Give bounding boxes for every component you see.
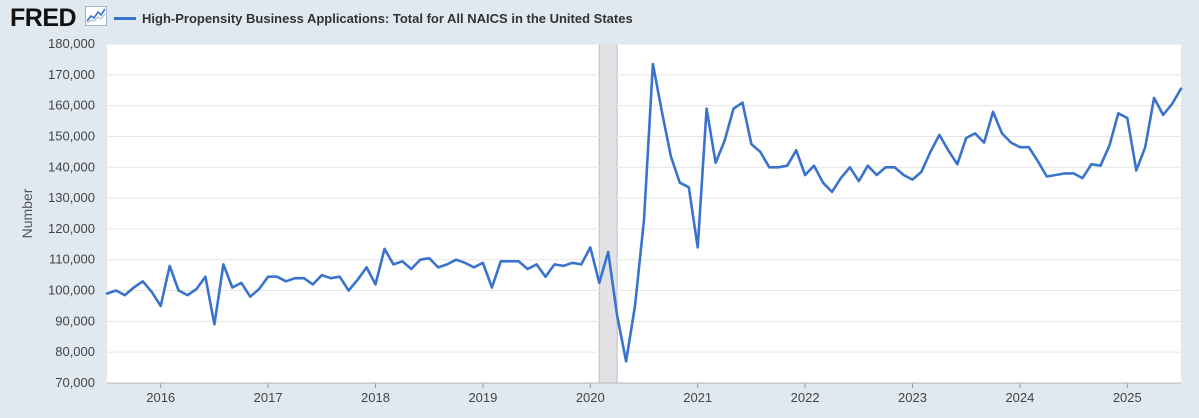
y-tick-label: 160,000 [48,98,95,113]
y-tick-label: 130,000 [48,190,95,205]
y-tick-label: 100,000 [48,283,95,298]
y-tick-label: 150,000 [48,128,95,143]
line-chart-icon [85,6,107,26]
y-tick-label: 110,000 [49,252,95,267]
legend-swatch [114,16,136,20]
x-tick-label: 2019 [468,390,497,405]
y-tick-label: 90,000 [55,313,95,328]
legend-series-label: High-Propensity Business Applications: T… [142,10,633,26]
x-tick-label: 2016 [146,390,175,405]
y-tick-label: 70,000 [55,375,95,390]
x-tick-label: 2022 [791,390,820,405]
chart-legend[interactable]: High-Propensity Business Applications: T… [114,9,633,27]
x-tick-label: 2020 [576,390,605,405]
x-tick-label: 2025 [1113,390,1142,405]
x-tick-label: 2021 [683,390,712,405]
y-axis-label: Number [19,188,35,238]
y-tick-label: 140,000 [48,159,95,174]
x-tick-label: 2017 [254,390,283,405]
x-tick-label: 2024 [1005,390,1034,405]
series-line [105,62,1183,363]
x-tick-label: 2023 [898,390,927,405]
y-tick-label: 170,000 [48,67,95,82]
recession-shade [598,43,618,384]
y-tick-label: 120,000 [48,221,95,236]
x-tick-label: 2018 [361,390,390,405]
fred-logo[interactable]: FRED [10,4,77,32]
y-tick-label: 180,000 [48,36,95,51]
chart-header: FRED High-Propensity Business Applicatio… [0,0,1199,34]
y-tick-label: 80,000 [55,344,95,359]
